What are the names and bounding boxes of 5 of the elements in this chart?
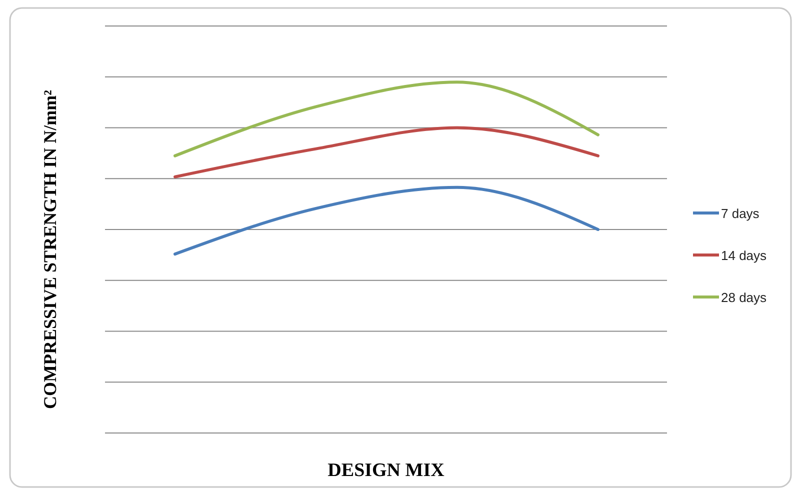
legend-label: 7 days: [721, 206, 760, 221]
legend-label: 14 days: [721, 248, 768, 263]
x-axis-title: DESIGN MIX: [328, 460, 445, 481]
legend-label: 28 days: [721, 290, 768, 305]
y-axis-title: COMPRESSIVE STRENGTH IN N/mm²: [40, 90, 60, 409]
